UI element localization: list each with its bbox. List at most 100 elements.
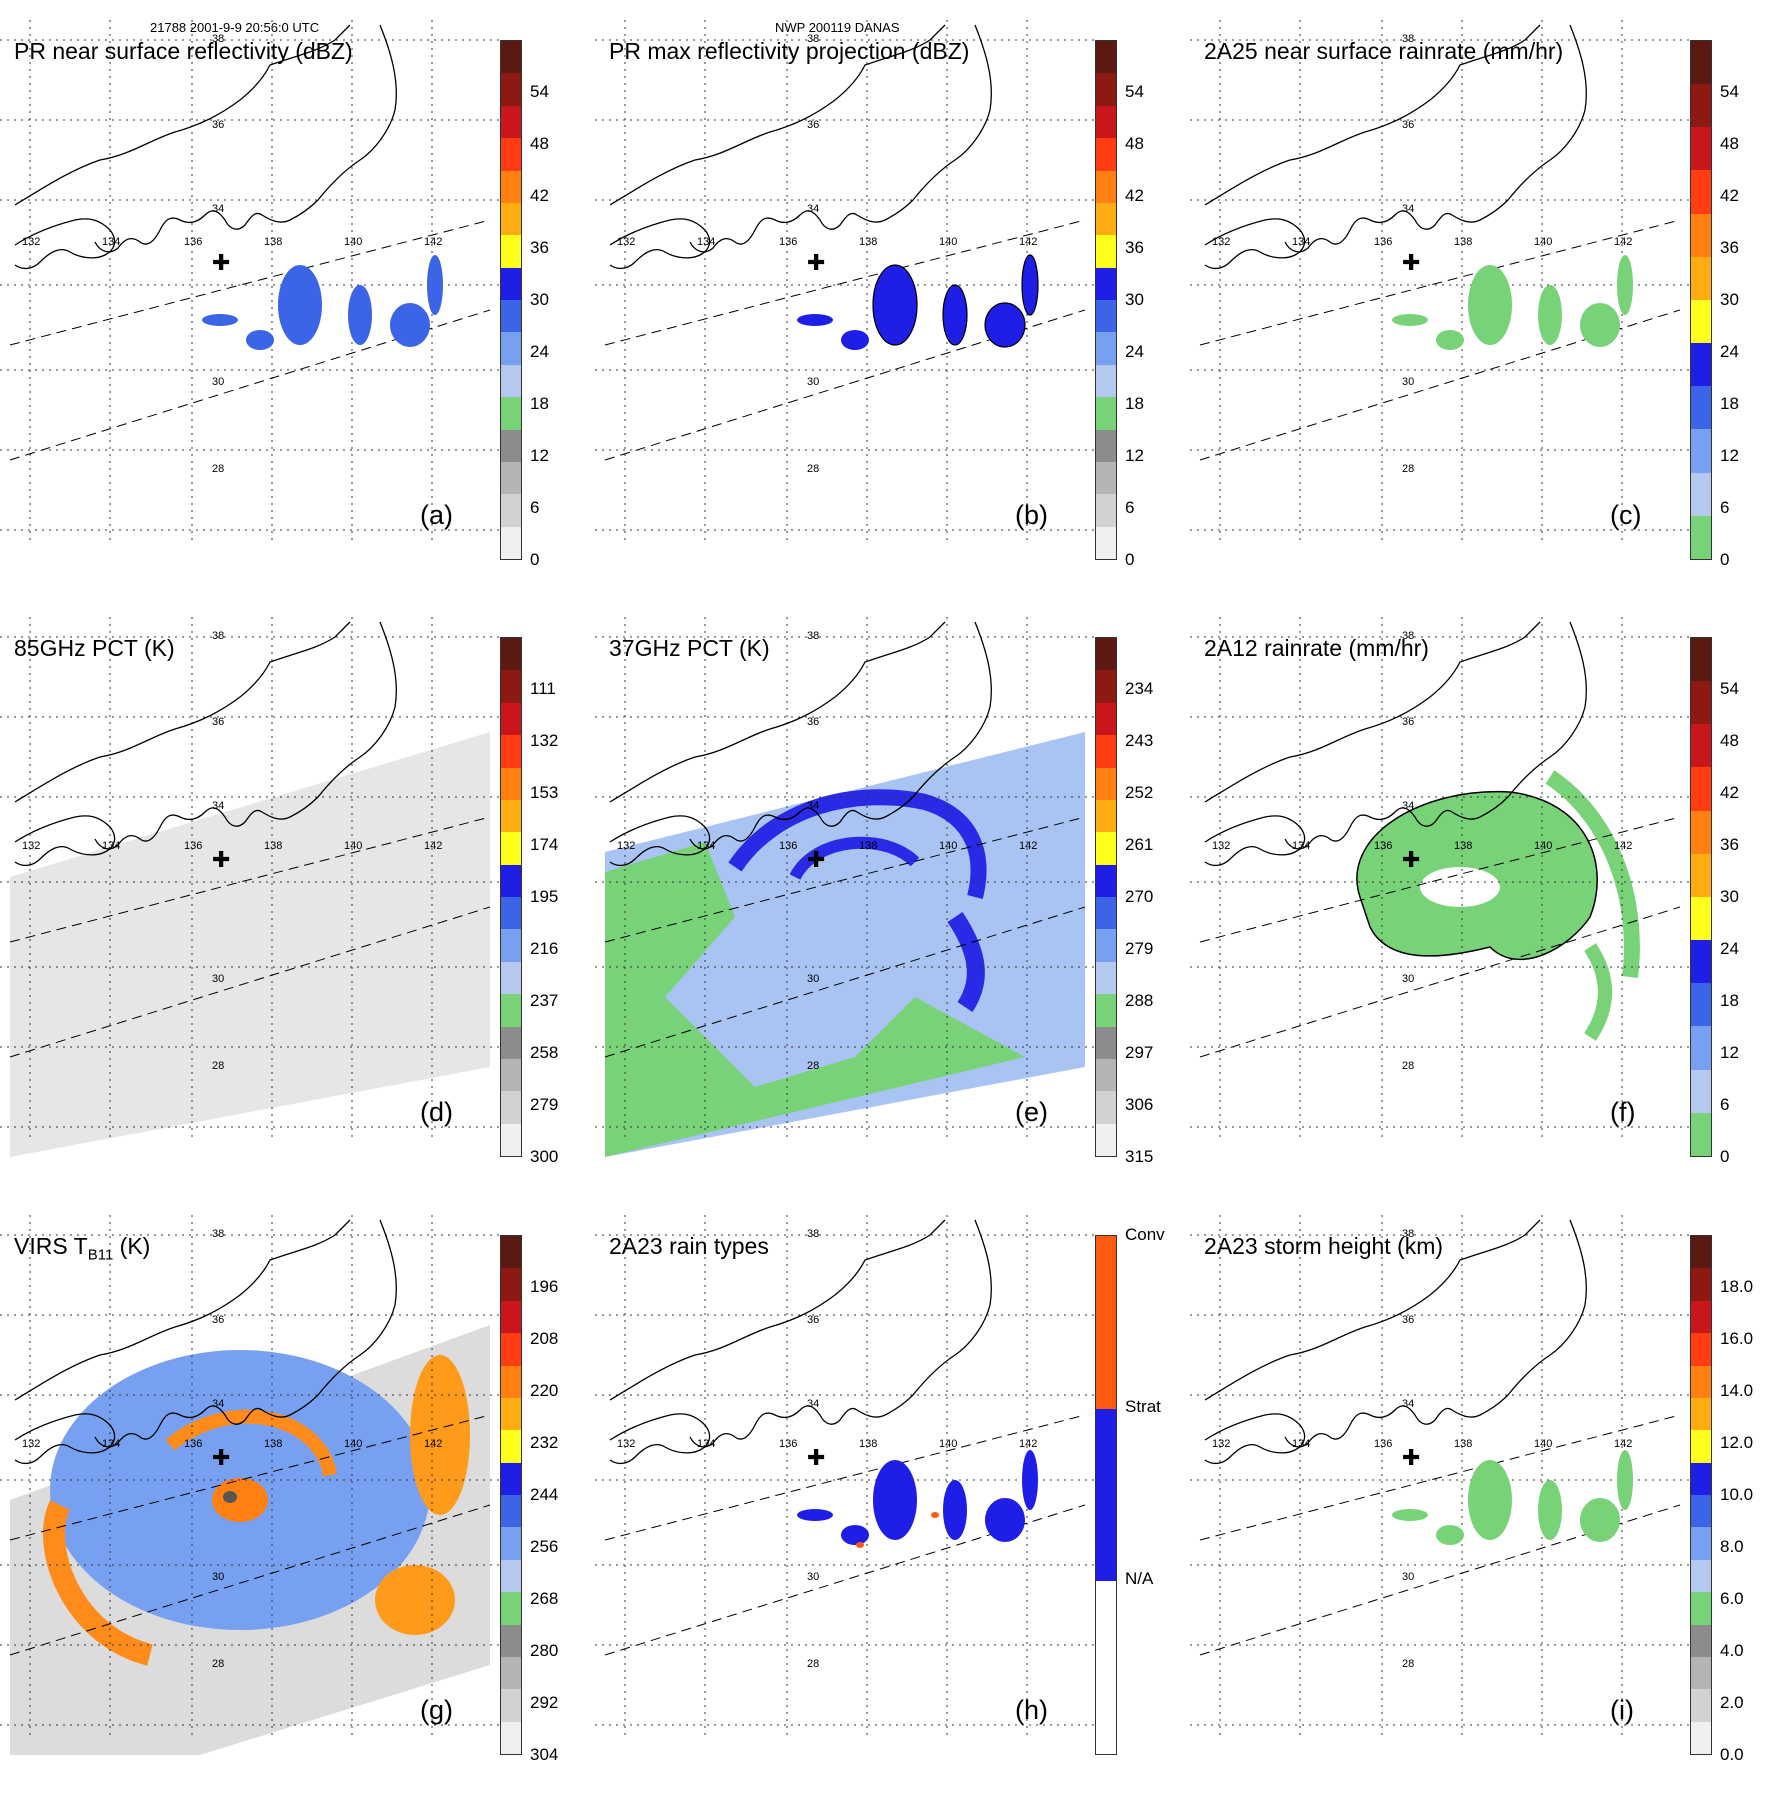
colorbar-ticks: 234 243 252 261 270 279 288 297 306 315: [1125, 637, 1185, 1166]
colorbar-segment: [1691, 429, 1711, 473]
colorbar-segment: [1096, 526, 1116, 559]
colorbar-tick-label: 42: [1125, 186, 1144, 205]
colorbar-segment: [1691, 1333, 1711, 1366]
lon-label: 138: [859, 840, 877, 852]
colorbar-segment: [501, 994, 521, 1027]
storm-center-plus-icon: ✚: [1402, 251, 1420, 276]
colorbar-tick-label: 300: [530, 1147, 559, 1166]
echo-cell: [1617, 255, 1633, 315]
colorbar-tick-label: 196: [530, 1277, 559, 1296]
colorbar-segment: [501, 1624, 521, 1657]
lon-label: 134: [697, 236, 715, 248]
rain-gap: [1420, 867, 1500, 907]
colorbar-segment: [1691, 1026, 1711, 1070]
colorbar-tick-label: 153: [530, 783, 559, 802]
lat-label: 30: [1402, 376, 1414, 388]
colorbar-segment: [501, 1333, 521, 1366]
lon-label: 134: [697, 1438, 715, 1450]
swath-edge-south: [1199, 906, 1681, 1058]
lon-label: 134: [1292, 236, 1310, 248]
echo-cell: [985, 1498, 1025, 1542]
echo-cell: [1580, 1498, 1620, 1542]
lon-label: 132: [617, 840, 635, 852]
colorbar-segment: [1096, 961, 1116, 995]
lon-label: 132: [1212, 1438, 1230, 1450]
colorbar-tick-label: 256: [530, 1537, 559, 1556]
colorbar-tick-label: N/A: [1125, 1569, 1154, 1588]
colorbar-tick-label: 18: [1125, 394, 1144, 413]
colorbar-segment: [1096, 799, 1116, 833]
colorbar-ticks: 111 132 153 174 195 216 237 258 279 300: [530, 637, 590, 1166]
colorbar-segment: [1691, 127, 1711, 171]
rainband-arc-inner: [789, 836, 920, 881]
colorbar-segment: [501, 1592, 521, 1625]
echo-cell: [1538, 1480, 1562, 1540]
coastline: [14, 621, 397, 867]
swath-edge-north: [1199, 1414, 1681, 1541]
colorbar-ticks: 54 48 42 36 30 24 18 12 6 0: [1125, 40, 1185, 569]
lon-label: 142: [1019, 840, 1037, 852]
lon-label: 136: [779, 840, 797, 852]
colorbar-tick-label: 2.0: [1720, 1693, 1744, 1712]
colorbar-segment: [1691, 1689, 1711, 1722]
colorbar-segment: [1096, 1581, 1116, 1754]
colorbar-segment: [501, 235, 521, 268]
colorbar-tick-label: 0: [530, 550, 540, 569]
colorbar-tick-label: 261: [1125, 835, 1154, 854]
lat-label: 34: [212, 203, 224, 215]
lat-label: 38: [212, 630, 224, 642]
colorbar-segment: [501, 1559, 521, 1593]
storm-header: NWP 200119 DANAS: [775, 20, 900, 35]
colorbar-tick-label: 24: [1720, 342, 1739, 361]
echo-cell: [1392, 314, 1428, 326]
colorbar-tick-label: 6: [530, 498, 540, 517]
colorbar-tick-label: 48: [1720, 134, 1739, 153]
colorbar-tick-label: 0: [1720, 550, 1730, 569]
colorbar-tick-label: 42: [530, 186, 549, 205]
colorbar-tick-label: 279: [1125, 939, 1154, 958]
colorbar-tick-label: 232: [530, 1433, 559, 1452]
colorbar-segment: [501, 494, 521, 527]
lon-label: 138: [264, 840, 282, 852]
colorbar-segment: [1691, 1268, 1711, 1301]
colorbar-tick-label: 12: [1720, 1043, 1739, 1062]
colorbar-segment: [1096, 1236, 1116, 1409]
echo-cell: [202, 314, 238, 326]
colorbar-segment: [501, 1527, 521, 1560]
echo-cell: [872, 264, 918, 346]
colorbar-tick-label: 288: [1125, 991, 1154, 1010]
colorbar-tick-label: 0.0: [1720, 1745, 1744, 1764]
panel-title: 37GHz PCT (K): [609, 635, 770, 661]
colorbar-tick-label: 111: [530, 679, 556, 698]
swath-edge-south: [604, 906, 1086, 1058]
colorbar-segment: [501, 461, 521, 495]
lon-label: 136: [184, 840, 202, 852]
lon-label: 142: [1614, 840, 1632, 852]
swath-edge-north: [604, 219, 1086, 346]
colorbar-tick-label: 30: [1720, 887, 1739, 906]
lon-label: 134: [102, 1438, 120, 1450]
map-b: 132 134 136 138 140 142 38 36 34 30 28 ✚: [595, 20, 1095, 540]
panel-label: (f): [1610, 1097, 1636, 1127]
lon-label: 142: [424, 236, 442, 248]
lon-label: 138: [1454, 840, 1472, 852]
colorbar-segment: [1096, 1026, 1116, 1059]
panel-e: 132 134 136 138 140 142 38 36 34 30 28 ✚ 37GHz PCT (…: [595, 617, 1185, 1207]
swath-edge-north: [9, 816, 491, 943]
rainband-arc-south: [947, 912, 985, 1012]
colorbar-ticks: 54 48 42 36 30 24 18 12 6 0: [1720, 637, 1771, 1166]
colorbar-tick-label: 0: [1720, 1147, 1730, 1166]
swath-edge-south: [9, 906, 491, 1058]
lat-label: 28: [1402, 1060, 1414, 1072]
lat-label: 30: [807, 376, 819, 388]
colorbar-tick-label: 6: [1125, 498, 1135, 517]
lat-label: 34: [1402, 800, 1414, 812]
colorbar-segment: [1096, 670, 1116, 703]
map-c: 132 134 136 138 140 142 38 36 34 30 28 ✚: [1190, 20, 1690, 540]
colorbar-tick-label: 42: [1720, 783, 1739, 802]
lon-label: 142: [424, 840, 442, 852]
east-band: [410, 1355, 470, 1515]
lat-label: 36: [807, 716, 819, 728]
colorbar-tick-label: 12: [530, 446, 549, 465]
colorbar-segment: [1691, 810, 1711, 854]
